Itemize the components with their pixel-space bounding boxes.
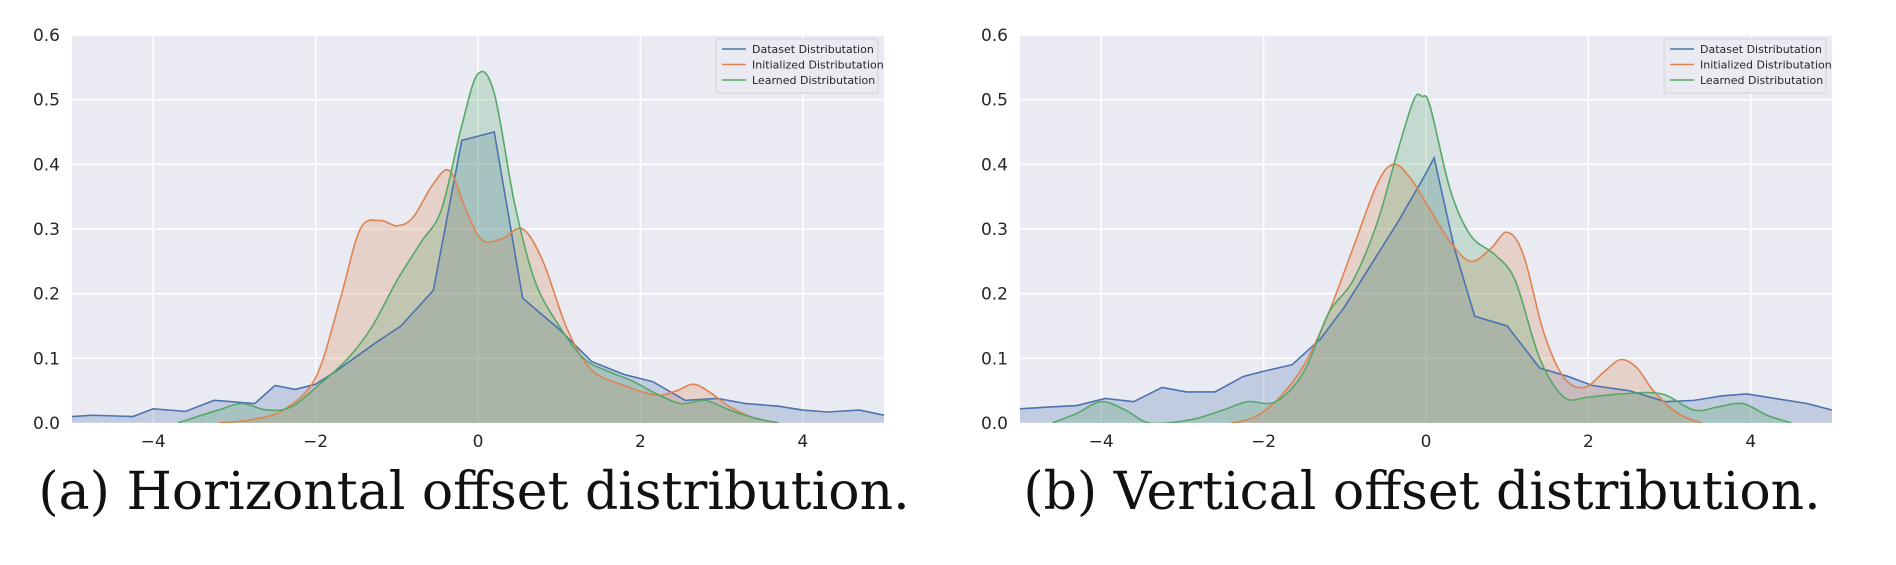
legend-label-0: Dataset Distributation: [1700, 43, 1822, 56]
legend: Dataset Distributation Initialized Distri…: [715, 38, 884, 94]
x-tick-label: 2: [1583, 432, 1594, 452]
series-line-0: [1020, 155, 1832, 411]
legend-label-2: Learned Distributation: [1700, 74, 1823, 87]
series-line-1: [218, 169, 779, 423]
x-tick-label: −4: [1089, 432, 1114, 452]
y-tick-label: 0.5: [33, 91, 60, 111]
series-line-2: [1052, 93, 1792, 423]
x-tick-label: 0: [473, 432, 484, 452]
legend-label-1: Initialized Distributation: [752, 59, 884, 72]
legend: Dataset Distributation Initialized Distri…: [1663, 38, 1832, 94]
y-tick-label: 0.1: [33, 349, 60, 369]
series-fill-2: [1052, 94, 1792, 423]
series-fill-1: [218, 169, 779, 423]
x-tick-label: −4: [141, 432, 166, 452]
series-line-2: [177, 70, 779, 423]
series-group: [72, 70, 884, 423]
y-tick-label: 0.4: [33, 155, 60, 175]
chart-a-svg: −4 −2 0 2 4 0.0 0.1 0.2 0.3 0.4 0.5 0.6 Dataset Dist…: [33, 26, 884, 452]
legend-label-2: Learned Distributation: [752, 74, 875, 87]
y-tick-label: 0.1: [981, 349, 1008, 369]
y-tick-label: 0.2: [981, 285, 1008, 305]
series-group: [1020, 93, 1832, 423]
chart-panel-b: −4 −2 0 2 4 0.0 0.1 0.2 0.3 0.4 0.5 0.6 Dataset Dist…: [948, 0, 1896, 565]
y-tick-label: 0.2: [33, 285, 60, 305]
x-tick-label: −2: [1251, 432, 1276, 452]
chart-a-caption: (a) Horizontal offset distribution.: [38, 462, 910, 522]
y-tick-label: 0.6: [981, 26, 1008, 46]
chart-b-svg: −4 −2 0 2 4 0.0 0.1 0.2 0.3 0.4 0.5 0.6 Dataset Dist…: [981, 26, 1832, 452]
legend-box: [1663, 38, 1827, 94]
legend-label-0: Dataset Distributation: [752, 43, 874, 56]
x-tick-label: 4: [797, 432, 808, 452]
x-tick-label: 4: [1745, 432, 1756, 452]
series-fill-0: [1020, 157, 1832, 423]
y-tick-label: 0.3: [33, 220, 60, 240]
x-tick-label: −2: [303, 432, 328, 452]
y-tick-label: 0.0: [981, 414, 1008, 434]
y-tick-label: 0.4: [981, 155, 1008, 175]
chart-b-caption: (b) Vertical offset distribution.: [1023, 462, 1821, 522]
y-tick-label: 0.0: [33, 414, 60, 434]
y-tick-label: 0.3: [981, 220, 1008, 240]
y-tick-label: 0.5: [981, 91, 1008, 111]
x-tick-label: 2: [635, 432, 646, 452]
series-fill-1: [1231, 164, 1703, 423]
legend-label-1: Initialized Distributation: [1700, 59, 1832, 72]
chart-panel-a: −4 −2 0 2 4 0.0 0.1 0.2 0.3 0.4 0.5 0.6 Dataset Dist…: [33, 26, 910, 522]
series-fill-2: [177, 71, 779, 423]
series-line-0: [72, 131, 884, 418]
legend-box: [715, 38, 879, 94]
y-tick-label: 0.6: [33, 26, 60, 46]
x-tick-label: 0: [1421, 432, 1432, 452]
series-fill-0: [72, 132, 884, 423]
